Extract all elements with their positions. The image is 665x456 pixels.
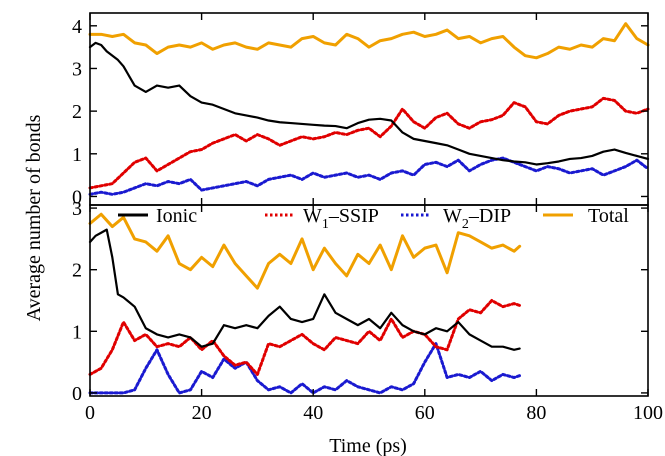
top-ytick-label-1: 1 (72, 144, 82, 166)
bottom-ytick-label-1: 1 (72, 321, 82, 343)
bottom-xtick-label-0: 0 (85, 402, 95, 424)
bottom-plot-frame (89, 204, 649, 397)
legend-label-w2-dip: W2–DIP (443, 205, 511, 232)
top-series-w1ssip (88, 96, 650, 190)
top-ytick-label-0: 0 (72, 186, 82, 208)
bottom-xtick-label-40: 40 (303, 402, 323, 424)
x-axis-label: Time (ps) (329, 435, 407, 456)
bottom-ytick-label-2: 2 (72, 260, 82, 282)
top-ytick-label-4: 4 (72, 16, 82, 38)
legend: Ionic W1–SSIP W2–DIP Total (118, 205, 629, 232)
bottom-series-w2dip (88, 342, 522, 395)
bottom-series-ionic (88, 228, 521, 351)
legend-label-w1-ssip: W1–SSIP (303, 205, 379, 232)
bottom-ytick-label-3: 3 (72, 198, 82, 220)
top-ytick-label-2: 2 (72, 101, 82, 123)
top-series-total (88, 22, 650, 60)
bottom-xtick-label-60: 60 (415, 402, 435, 424)
bottom-panel: 0 1 2 3 0 20 40 60 80 100 (72, 198, 663, 424)
top-series-w2dip (88, 156, 650, 196)
top-series-ionic (88, 41, 650, 166)
bottom-xtick-label-20: 20 (192, 402, 212, 424)
bottom-xtick-label-100: 100 (633, 402, 663, 424)
bottom-series-w1ssip (88, 299, 522, 376)
bottom-ytick-label-0: 0 (72, 383, 82, 405)
y-axis-label: Average number of bonds (23, 114, 45, 321)
bottom-xtick-label-80: 80 (526, 402, 546, 424)
bottom-series-total (88, 212, 522, 290)
top-panel: 0 1 2 3 4 (72, 12, 650, 208)
top-ytick-label-3: 3 (72, 58, 82, 80)
legend-label-ionic: Ionic (156, 205, 197, 227)
legend-label-total: Total (588, 205, 629, 227)
